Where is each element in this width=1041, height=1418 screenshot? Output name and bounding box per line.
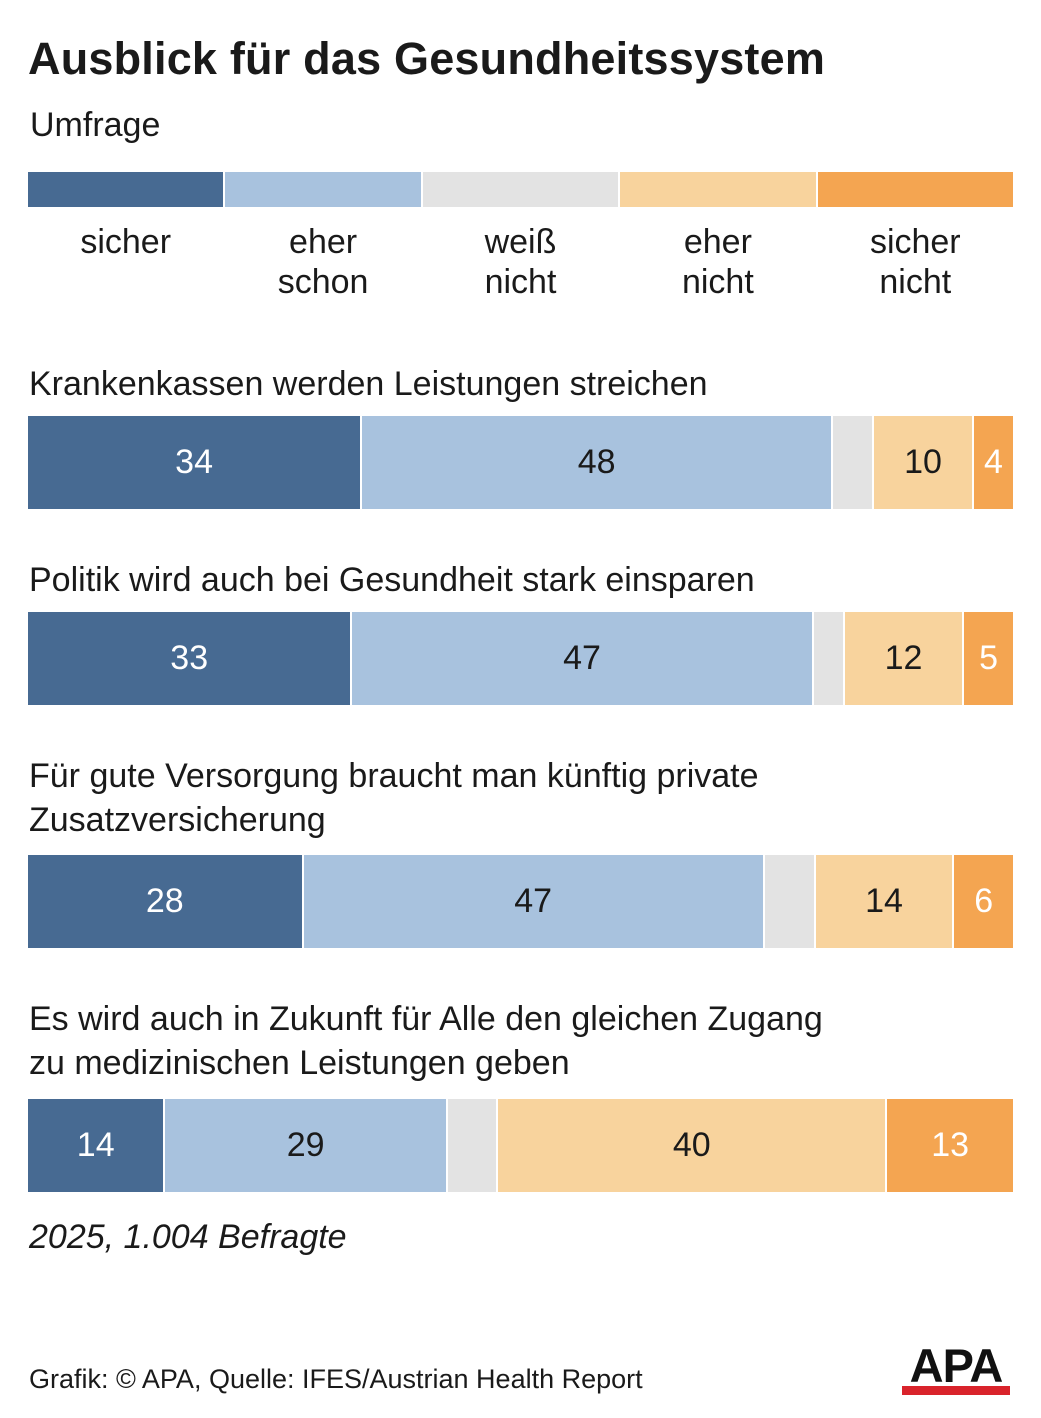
bar-value-label: 13 bbox=[931, 1126, 970, 1164]
legend-label-line: weiß bbox=[484, 223, 557, 261]
question-label-2: Politik wird auch bei Gesundheit stark e… bbox=[29, 558, 989, 602]
question-label-line: Es wird auch in Zukunft für Alle den gle… bbox=[29, 1000, 823, 1038]
legend-label-line: schon bbox=[277, 263, 369, 301]
legend-label-line: sicher bbox=[869, 223, 961, 261]
legend-label-sicher-nicht: sicher nicht bbox=[818, 222, 1013, 302]
bar-value-label: 29 bbox=[286, 1126, 325, 1164]
legend-swatch-weiss-nicht bbox=[422, 172, 619, 207]
question-label-line: Politik wird auch bei Gesundheit stark e… bbox=[29, 561, 755, 599]
bar-segment-sicher: 14 bbox=[28, 1099, 164, 1192]
legend-label-weiss-nicht: weiß nicht bbox=[423, 222, 618, 302]
footnote-sample: 2025, 1.004 Befragte bbox=[29, 1218, 347, 1256]
legend-label-eher-nicht: eher nicht bbox=[620, 222, 815, 302]
legend-swatch-eher-schon bbox=[225, 172, 421, 207]
bar-segment-sicher-nicht: 6 bbox=[954, 855, 1013, 948]
apa-logo-wordmark: APA bbox=[909, 1339, 1004, 1392]
bar-segment-eher-nicht: 10 bbox=[874, 416, 972, 509]
legend-color-strip bbox=[28, 172, 1013, 207]
bar-segment-sicher-nicht: 4 bbox=[973, 416, 1013, 509]
legend-label-line: sicher bbox=[80, 223, 172, 261]
question-label-3: Für gute Versorgung braucht man künftig … bbox=[29, 754, 989, 842]
apa-logo: APA bbox=[898, 1339, 1014, 1396]
bar-value-label: 48 bbox=[577, 443, 616, 481]
question-label-line: Zusatzversicherung bbox=[29, 801, 326, 839]
legend-swatch-eher-nicht bbox=[620, 172, 816, 207]
legend-swatch-sicher bbox=[28, 172, 224, 207]
question-label-line: Für gute Versorgung braucht man künftig … bbox=[29, 757, 759, 795]
stacked-bar-4: 14 29 40 13 bbox=[28, 1099, 1013, 1192]
bar-segment-sicher: 28 bbox=[28, 855, 302, 948]
bar-value-label: 6 bbox=[974, 882, 994, 920]
legend-label-line: nicht bbox=[484, 263, 557, 301]
question-label-1: Krankenkassen werden Leistungen streiche… bbox=[29, 362, 989, 406]
chart-subtitle: Umfrage bbox=[30, 106, 161, 144]
bar-segment-weiss-nicht bbox=[833, 416, 873, 509]
chart-title: Ausblick für das Gesundheitssystem bbox=[28, 33, 826, 84]
bar-value-label: 47 bbox=[514, 882, 553, 920]
bar-segment-sicher: 33 bbox=[28, 612, 351, 705]
question-label-line: zu medizinischen Leistungen geben bbox=[29, 1044, 570, 1082]
bar-segment-eher-schon: 48 bbox=[362, 416, 832, 509]
bar-value-label: 40 bbox=[672, 1126, 711, 1164]
legend-label-line: eher bbox=[683, 223, 752, 261]
legend-label-line: nicht bbox=[879, 263, 952, 301]
legend-label-eher-schon: eher schon bbox=[225, 222, 420, 302]
bar-segment-sicher: 34 bbox=[28, 416, 361, 509]
bar-segment-eher-nicht: 12 bbox=[844, 612, 963, 705]
apa-logo-red-band bbox=[902, 1386, 1010, 1395]
stacked-bar-1: 34 48 10 4 bbox=[28, 416, 1013, 509]
legend-label-line: nicht bbox=[681, 263, 754, 301]
bar-segment-eher-schon: 47 bbox=[303, 855, 763, 948]
bar-segment-eher-nicht: 40 bbox=[498, 1099, 886, 1192]
bar-value-label: 14 bbox=[76, 1126, 115, 1164]
bar-segment-sicher-nicht: 5 bbox=[964, 612, 1013, 705]
bar-segment-weiss-nicht bbox=[764, 855, 814, 948]
bar-segment-eher-schon: 29 bbox=[165, 1099, 446, 1192]
bar-value-label: 47 bbox=[563, 639, 601, 677]
bar-value-label: 28 bbox=[145, 882, 184, 920]
bar-value-label: 5 bbox=[979, 639, 999, 677]
legend-label-sicher: sicher bbox=[28, 222, 223, 262]
bar-value-label: 14 bbox=[865, 882, 903, 920]
question-label-line: Krankenkassen werden Leistungen streiche… bbox=[29, 365, 708, 403]
bar-segment-eher-nicht: 14 bbox=[815, 855, 953, 948]
stacked-bar-2: 33 47 12 5 bbox=[28, 612, 1013, 705]
source-credit: Grafik: © APA, Quelle: IFES/Austrian Hea… bbox=[29, 1364, 643, 1394]
bar-segment-eher-schon: 47 bbox=[352, 612, 812, 705]
bar-value-label: 4 bbox=[983, 443, 1003, 481]
stacked-bar-3: 28 47 14 6 bbox=[28, 855, 1013, 948]
question-label-4: Es wird auch in Zukunft für Alle den gle… bbox=[29, 997, 989, 1085]
bar-value-label: 34 bbox=[175, 443, 213, 481]
bar-segment-sicher-nicht: 13 bbox=[887, 1099, 1013, 1192]
legend-label-line: eher bbox=[289, 223, 358, 261]
bar-value-label: 33 bbox=[170, 639, 209, 677]
bar-value-label: 12 bbox=[884, 639, 923, 677]
bar-segment-weiss-nicht bbox=[447, 1099, 497, 1192]
legend-swatch-sicher-nicht bbox=[817, 172, 1013, 207]
bar-segment-weiss-nicht bbox=[813, 612, 843, 705]
bar-value-label: 10 bbox=[904, 443, 942, 481]
